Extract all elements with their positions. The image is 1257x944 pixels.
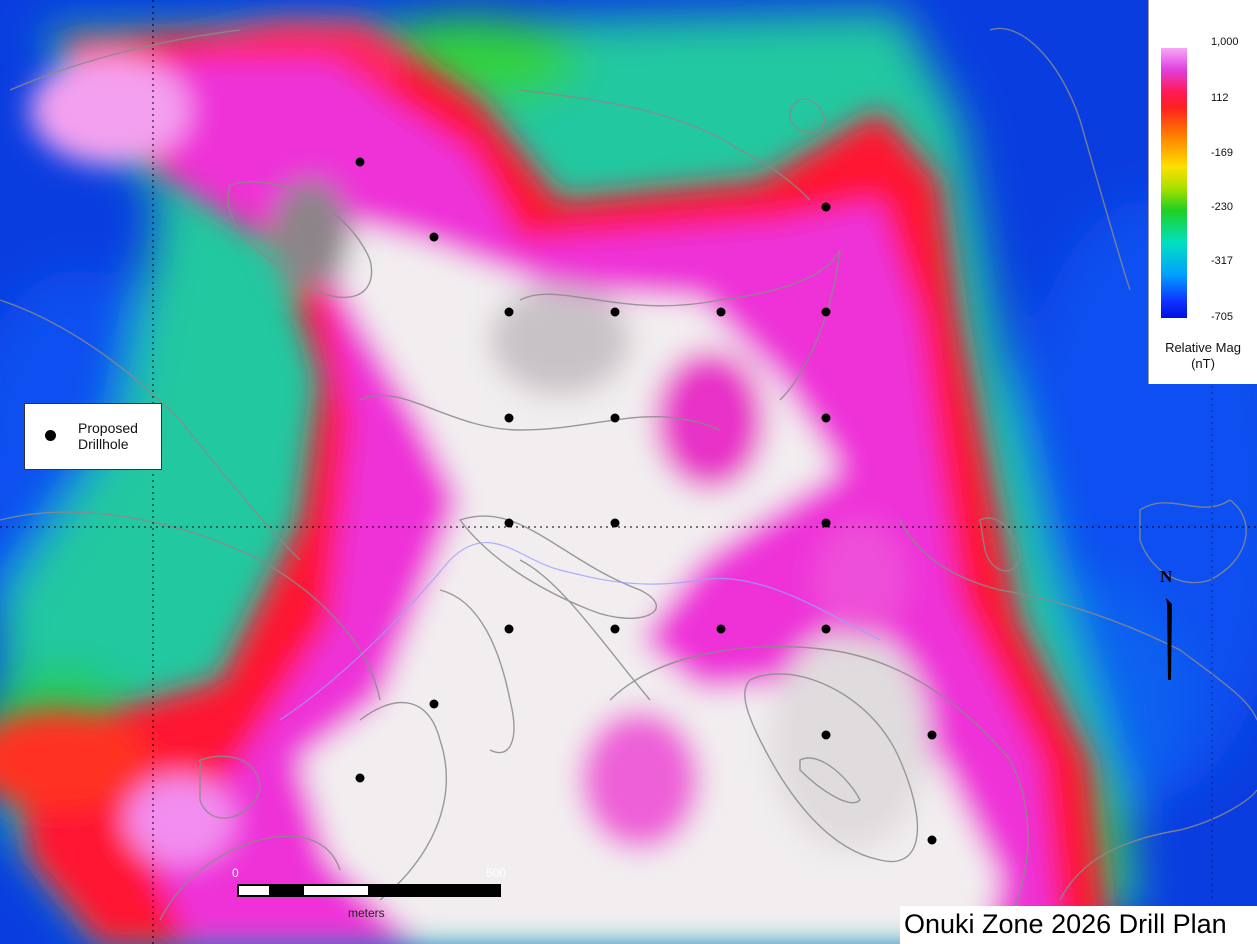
color-scale-tick: 112 [1211, 92, 1229, 104]
map-title-box: Onuki Zone 2026 Drill Plan [900, 906, 1257, 944]
proposed-drillhole-marker[interactable] [504, 307, 514, 317]
proposed-drillhole-marker[interactable] [610, 518, 620, 528]
north-arrow-icon [1166, 598, 1172, 680]
proposed-drillhole-marker[interactable] [610, 413, 620, 423]
proposed-drillhole-marker[interactable] [610, 624, 620, 634]
scale-bar-end-label: 500 [486, 866, 507, 880]
proposed-drillhole-marker[interactable] [821, 307, 831, 317]
proposed-drillhole-marker[interactable] [504, 624, 514, 634]
color-scale-tick: -230 [1211, 201, 1234, 213]
proposed-drillhole-marker[interactable] [716, 624, 726, 634]
drillhole-symbol-icon [45, 430, 56, 441]
proposed-drillhole-marker[interactable] [927, 835, 937, 845]
proposed-drillhole-marker[interactable] [610, 307, 620, 317]
proposed-drillhole-marker[interactable] [821, 624, 831, 634]
proposed-drillhole-marker[interactable] [821, 202, 831, 212]
proposed-drillhole-marker[interactable] [355, 773, 365, 783]
color-scale-tick: -317 [1211, 255, 1234, 267]
proposed-drillhole-marker[interactable] [927, 730, 937, 740]
proposed-drillhole-marker[interactable] [716, 307, 726, 317]
color-scale-tick: 1,000 [1211, 36, 1239, 48]
proposed-drillhole-marker[interactable] [355, 157, 365, 167]
north-arrow-label: N [1160, 567, 1173, 586]
proposed-drillhole-marker[interactable] [821, 730, 831, 740]
color-scale-bar [1161, 48, 1187, 318]
proposed-drillhole-marker[interactable] [821, 518, 831, 528]
proposed-drillhole-marker[interactable] [429, 232, 439, 242]
scale-bar [237, 884, 501, 897]
proposed-drillhole-marker[interactable] [821, 413, 831, 423]
map-title: Onuki Zone 2026 Drill Plan [904, 909, 1227, 939]
color-scale-tick: -705 [1211, 311, 1234, 323]
color-scale-tick: -169 [1211, 147, 1234, 159]
legend: Proposed Drillhole [24, 403, 162, 470]
scale-bar-unit-label: meters [348, 906, 385, 920]
legend-label: Proposed Drillhole [78, 420, 138, 452]
proposed-drillhole-marker[interactable] [504, 518, 514, 528]
proposed-drillhole-marker[interactable] [504, 413, 514, 423]
scale-bar-start-label: 0 [232, 866, 239, 880]
proposed-drillhole-marker[interactable] [429, 699, 439, 709]
color-scale-panel: 1,000 112 -169 -230 -317 -705 Relative M… [1148, 0, 1257, 384]
color-scale-title: Relative Mag (nT) [1165, 340, 1241, 371]
drillhole-layer [355, 157, 937, 845]
